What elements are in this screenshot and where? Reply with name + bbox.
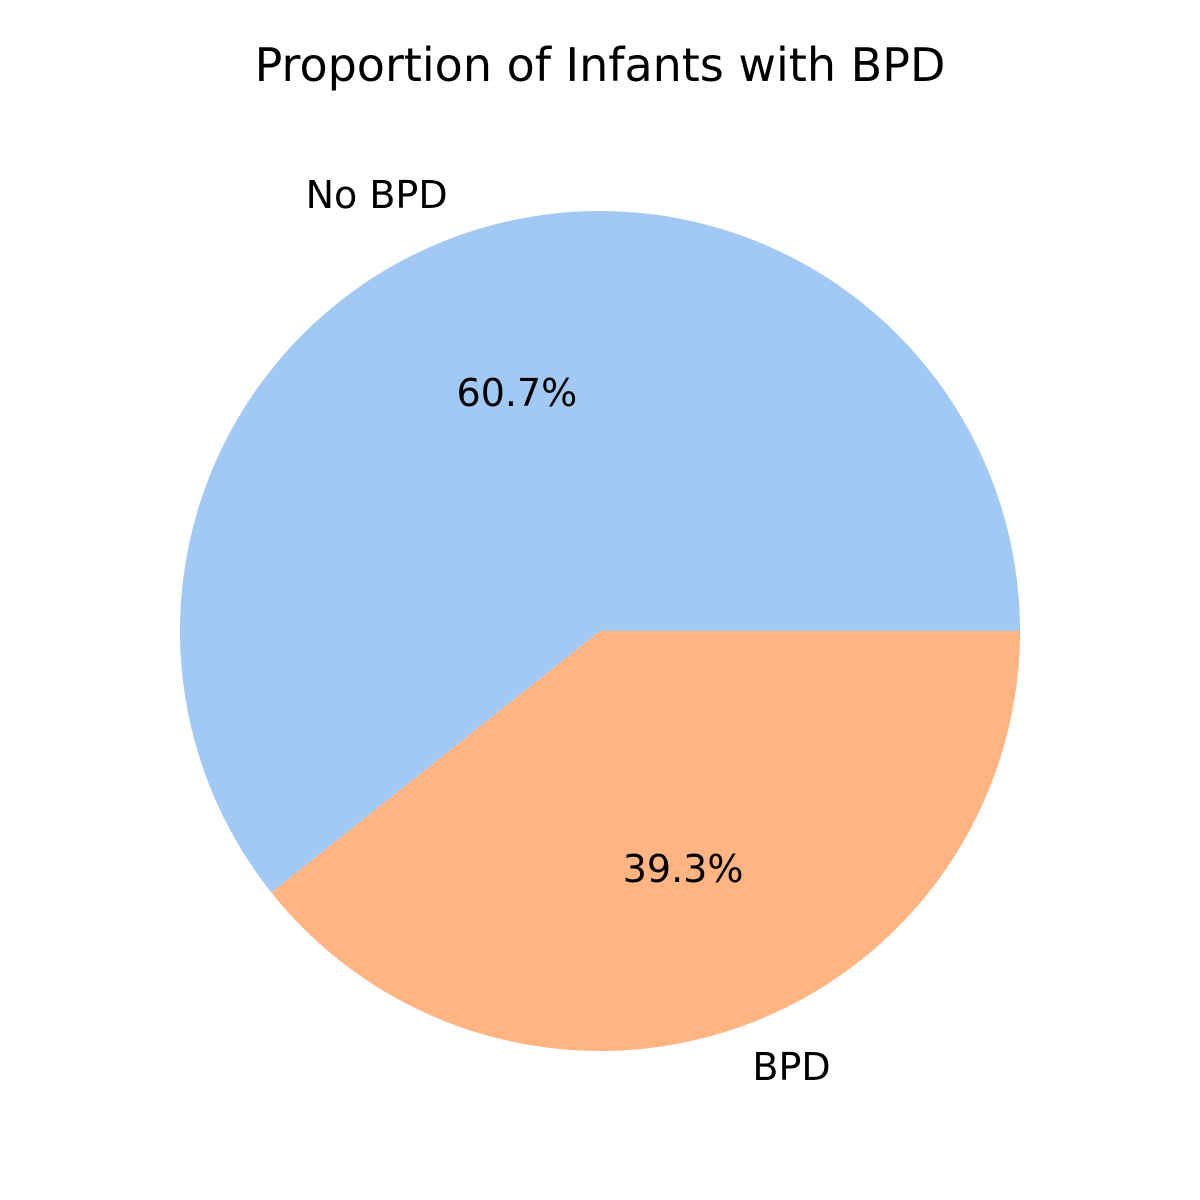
chart-title: Proportion of Infants with BPD (255, 38, 946, 92)
pie-slice-bpd (271, 631, 1020, 1051)
slice-percent-no-bpd: 60.7% (457, 371, 578, 415)
slice-label-no-bpd: No BPD (306, 173, 448, 217)
pie-slices (179, 211, 1020, 1051)
pie-slice-no-bpd (179, 211, 1020, 893)
slice-percent-bpd: 39.3% (623, 847, 744, 891)
pie-labels: No BPD 60.7% BPD 39.3% (306, 173, 831, 1089)
slice-label-bpd: BPD (752, 1045, 830, 1089)
